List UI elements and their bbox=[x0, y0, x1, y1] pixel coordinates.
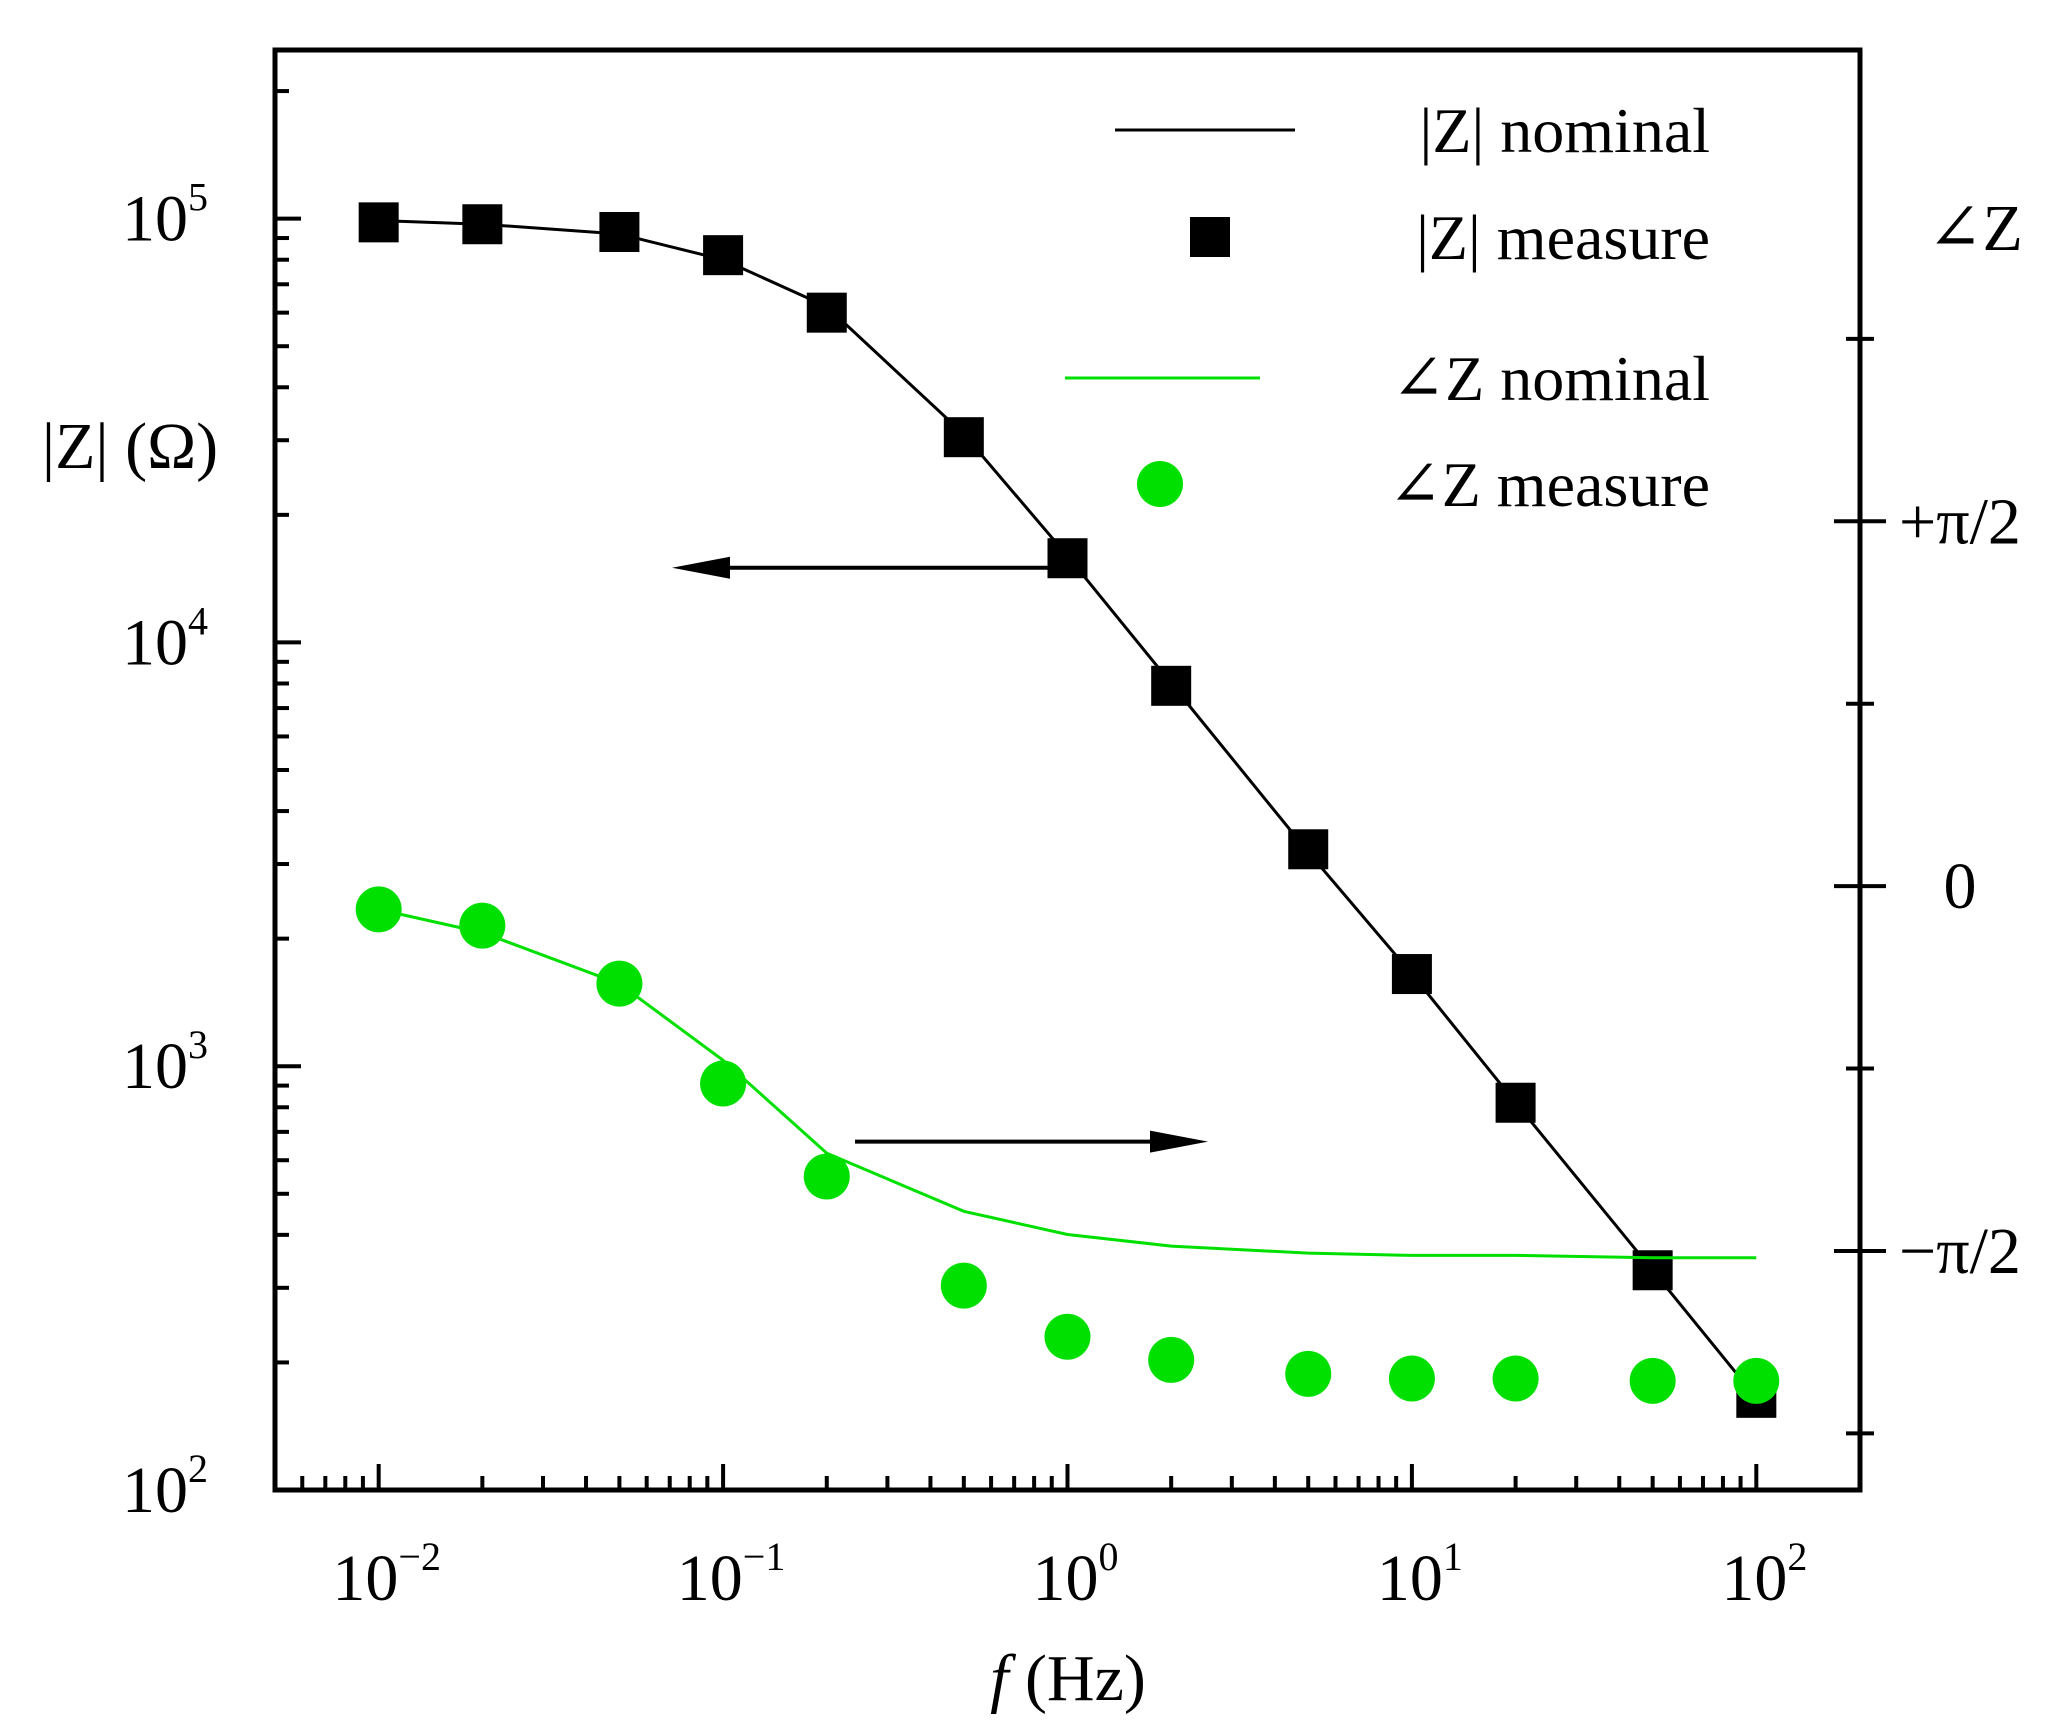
x-axis-title: f (Hz) bbox=[990, 1642, 1146, 1715]
y-right-tick-label: +π/2 bbox=[1899, 485, 2021, 558]
data-point-square bbox=[599, 211, 640, 252]
y-right-axis-title: ∠Z bbox=[1927, 192, 2023, 265]
x-tick-label: 10−1 bbox=[677, 1534, 786, 1615]
x-tick-label: 100 bbox=[1033, 1534, 1119, 1615]
data-point-circle bbox=[459, 902, 506, 949]
data-point-circle bbox=[1285, 1350, 1332, 1397]
y-left-tick-label: 105 bbox=[122, 175, 208, 256]
data-point-square bbox=[358, 202, 399, 243]
data-point-square bbox=[943, 417, 984, 458]
data-point-square bbox=[1288, 829, 1329, 870]
legend-label: ∠Z nominal bbox=[1392, 343, 1710, 414]
data-point-circle bbox=[596, 960, 643, 1007]
data-point-circle bbox=[700, 1060, 747, 1107]
data-point-square bbox=[806, 292, 847, 333]
data-point-circle bbox=[1388, 1355, 1435, 1402]
series-layer bbox=[355, 202, 1780, 1418]
data-point-square bbox=[462, 204, 503, 245]
y-left-tick-label: 103 bbox=[122, 1022, 208, 1103]
y-right-tick-label: 0 bbox=[1944, 850, 1977, 923]
data-point-circle bbox=[355, 886, 402, 933]
x-tick-label: 101 bbox=[1377, 1534, 1463, 1615]
data-point-circle bbox=[1044, 1313, 1091, 1360]
data-point-circle bbox=[1733, 1357, 1780, 1404]
data-point-circle bbox=[1492, 1355, 1539, 1402]
data-point-square bbox=[703, 235, 744, 276]
legend-swatch-circle bbox=[1137, 461, 1183, 507]
arrow-left-head bbox=[672, 556, 730, 579]
arrow-right-head bbox=[1150, 1130, 1208, 1153]
legend-swatch-square bbox=[1190, 217, 1230, 257]
y-left-tick-label: 104 bbox=[122, 598, 208, 679]
data-point-circle bbox=[1629, 1357, 1676, 1404]
plot-frame bbox=[272, 47, 1863, 1493]
legend-label: |Z| measure bbox=[1416, 202, 1710, 273]
legend-label: |Z| nominal bbox=[1420, 95, 1710, 166]
legend-label: ∠Z measure bbox=[1388, 449, 1710, 520]
data-point-square bbox=[1391, 954, 1432, 995]
data-point-circle bbox=[803, 1153, 850, 1200]
data-point-circle bbox=[1148, 1336, 1195, 1383]
y-right-tick-label: −π/2 bbox=[1899, 1215, 2021, 1288]
labels-layer: 10−2 10−1 100 101 102 102 103 104 105 −π/2 0 +π/2 f … bbox=[42, 175, 2023, 1715]
data-point-square bbox=[1047, 538, 1088, 579]
series-line-z-nominal bbox=[378, 907, 1757, 1260]
x-tick-label: 10−2 bbox=[332, 1534, 441, 1615]
data-point-square bbox=[1151, 665, 1192, 706]
y-left-tick-label: 102 bbox=[122, 1446, 208, 1527]
x-tick-label: 102 bbox=[1721, 1534, 1807, 1615]
y-left-axis-title: |Z| (Ω) bbox=[42, 410, 218, 483]
legend: |Z| nominal |Z| measure ∠Z nominal ∠Z measu… bbox=[1065, 95, 1710, 520]
data-point-circle bbox=[940, 1262, 987, 1309]
data-point-square bbox=[1495, 1082, 1536, 1123]
